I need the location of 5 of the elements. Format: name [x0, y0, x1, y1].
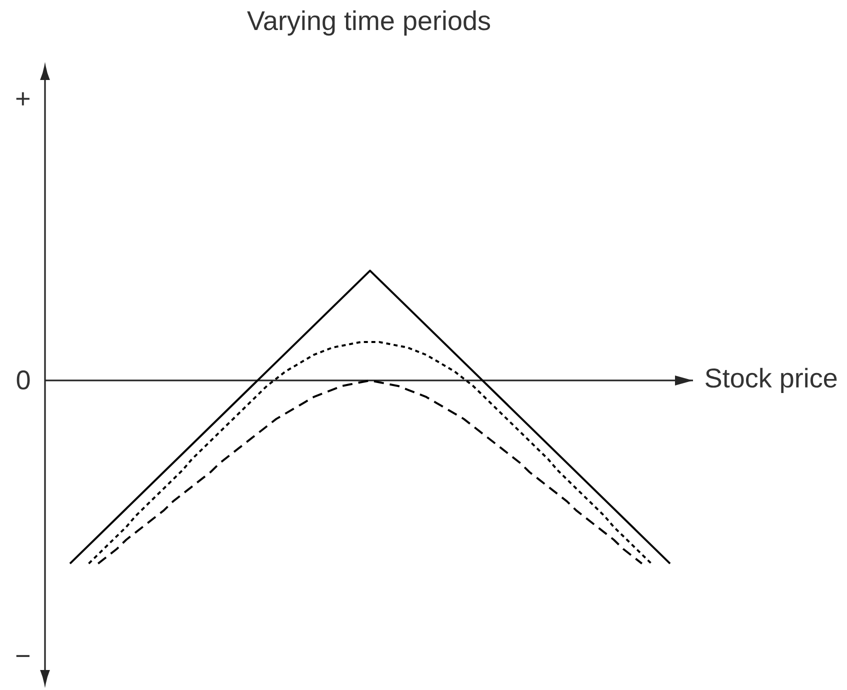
x-axis-title: Stock price — [706, 368, 837, 394]
text: − — [16, 655, 30, 657]
chart-title: Varying time periods — [247, 10, 490, 36]
text: 0 — [16, 370, 30, 390]
text: + — [16, 92, 30, 106]
